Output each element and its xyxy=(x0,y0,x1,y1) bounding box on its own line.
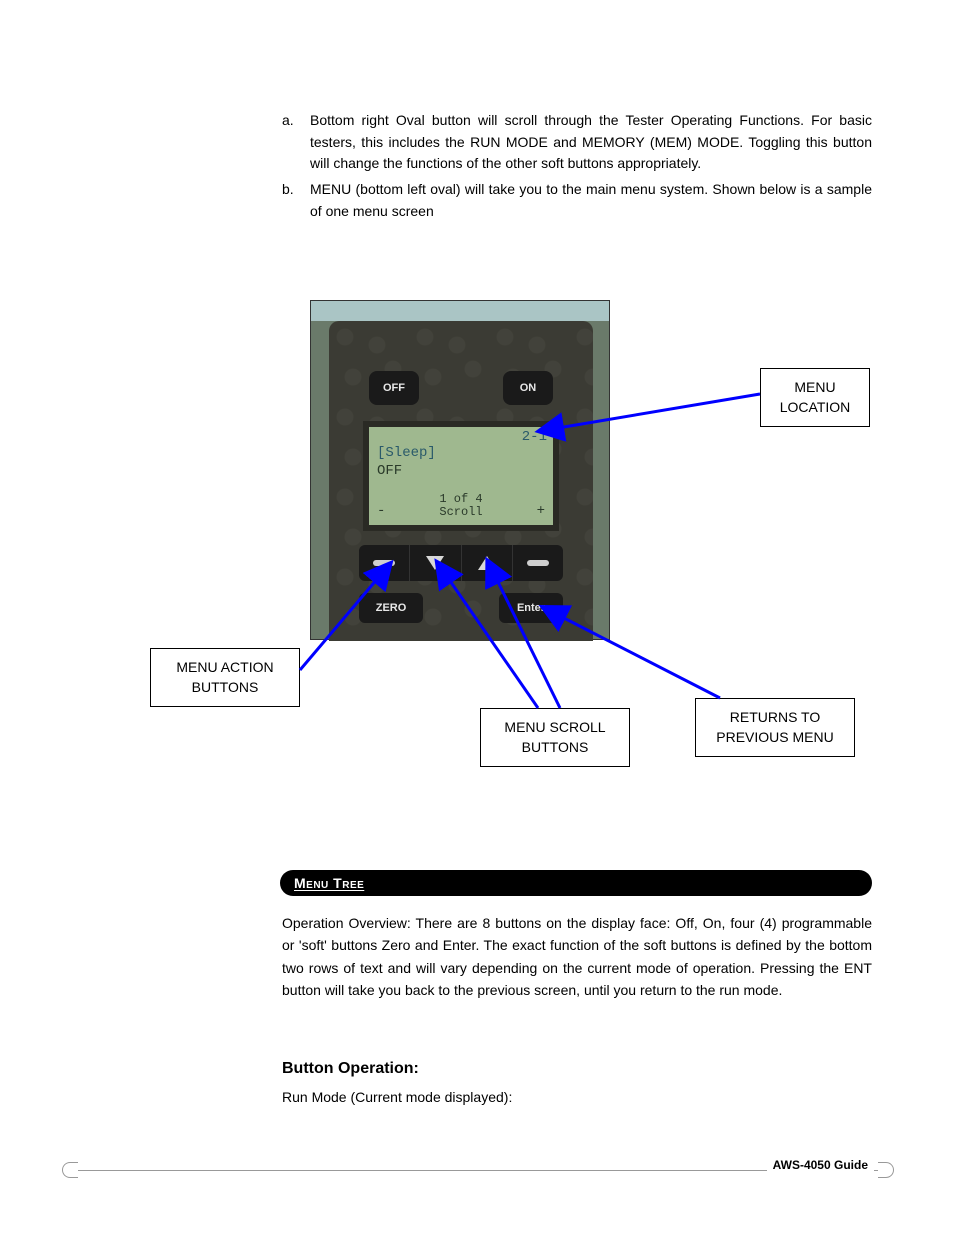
enter-label: Enter xyxy=(517,602,545,614)
device-table-surface xyxy=(311,301,609,321)
list-marker-b: b. xyxy=(282,179,310,222)
section-heading-text: Menu Tree xyxy=(294,875,364,891)
callout-menu-location: MENU LOCATION xyxy=(760,368,870,427)
run-mode-line: Run Mode (Current mode displayed): xyxy=(282,1086,872,1108)
device-photo: OFF ON 2-1 [Sleep] OFF - + 1 of 4 Scroll xyxy=(310,300,610,640)
callout-returns: RETURNS TO PREVIOUS MENU xyxy=(695,698,855,757)
callout-menu-action-text: MENU ACTION BUTTONS xyxy=(176,659,273,695)
off-label: OFF xyxy=(383,382,405,394)
callout-menu-scroll-text: MENU SCROLL BUTTONS xyxy=(504,719,605,755)
button-operation-heading: Button Operation: xyxy=(282,1060,419,1078)
callout-menu-scroll: MENU SCROLL BUTTONS xyxy=(480,708,630,767)
footer-cap-left xyxy=(62,1162,78,1178)
device-diagram: OFF ON 2-1 [Sleep] OFF - + 1 of 4 Scroll xyxy=(0,300,954,780)
footer-cap-right xyxy=(878,1162,894,1178)
callout-menu-action: MENU ACTION BUTTONS xyxy=(150,648,300,707)
section-heading-bar: Menu Tree xyxy=(280,870,872,896)
soft-button-down xyxy=(410,545,461,581)
soft-button-up xyxy=(462,545,513,581)
page: a. Bottom right Oval button will scroll … xyxy=(0,0,954,1235)
screen-scroll: Scroll xyxy=(439,505,482,519)
list-text-a: Bottom right Oval button will scroll thr… xyxy=(310,110,872,175)
screen-scroll-text: 1 of 4 Scroll xyxy=(369,493,553,519)
zero-button: ZERO xyxy=(359,593,423,623)
off-button: OFF xyxy=(369,371,419,405)
triangle-down-icon xyxy=(426,556,444,570)
lcd-screen: 2-1 [Sleep] OFF - + 1 of 4 Scroll xyxy=(363,421,559,531)
zero-label: ZERO xyxy=(376,602,407,614)
ordered-list: a. Bottom right Oval button will scroll … xyxy=(282,110,872,226)
callout-menu-location-text: MENU LOCATION xyxy=(780,379,851,415)
on-label: ON xyxy=(520,382,537,394)
enter-button: Enter xyxy=(499,593,563,623)
footer-guide-label: AWS-4050 Guide xyxy=(767,1158,874,1172)
soft-button-row xyxy=(359,545,563,581)
dash-icon xyxy=(527,560,549,566)
screen-line-2: OFF xyxy=(377,463,402,479)
screen-line-1: [Sleep] xyxy=(377,445,436,461)
soft-button-4 xyxy=(513,545,563,581)
list-item-b: b. MENU (bottom left oval) will take you… xyxy=(282,179,872,222)
device-body: OFF ON 2-1 [Sleep] OFF - + 1 of 4 Scroll xyxy=(329,321,593,641)
screen-menu-location: 2-1 xyxy=(522,429,547,445)
soft-button-1 xyxy=(359,545,410,581)
overview-paragraph: Operation Overview: There are 8 buttons … xyxy=(282,912,872,1002)
footer-rule xyxy=(70,1170,886,1171)
callout-returns-text: RETURNS TO PREVIOUS MENU xyxy=(716,709,833,745)
list-text-b: MENU (bottom left oval) will take you to… xyxy=(310,179,872,222)
dash-icon xyxy=(373,560,395,566)
on-button: ON xyxy=(503,371,553,405)
list-marker-a: a. xyxy=(282,110,310,175)
screen-count: 1 of 4 xyxy=(439,492,482,506)
triangle-up-icon xyxy=(478,556,496,570)
list-item-a: a. Bottom right Oval button will scroll … xyxy=(282,110,872,175)
